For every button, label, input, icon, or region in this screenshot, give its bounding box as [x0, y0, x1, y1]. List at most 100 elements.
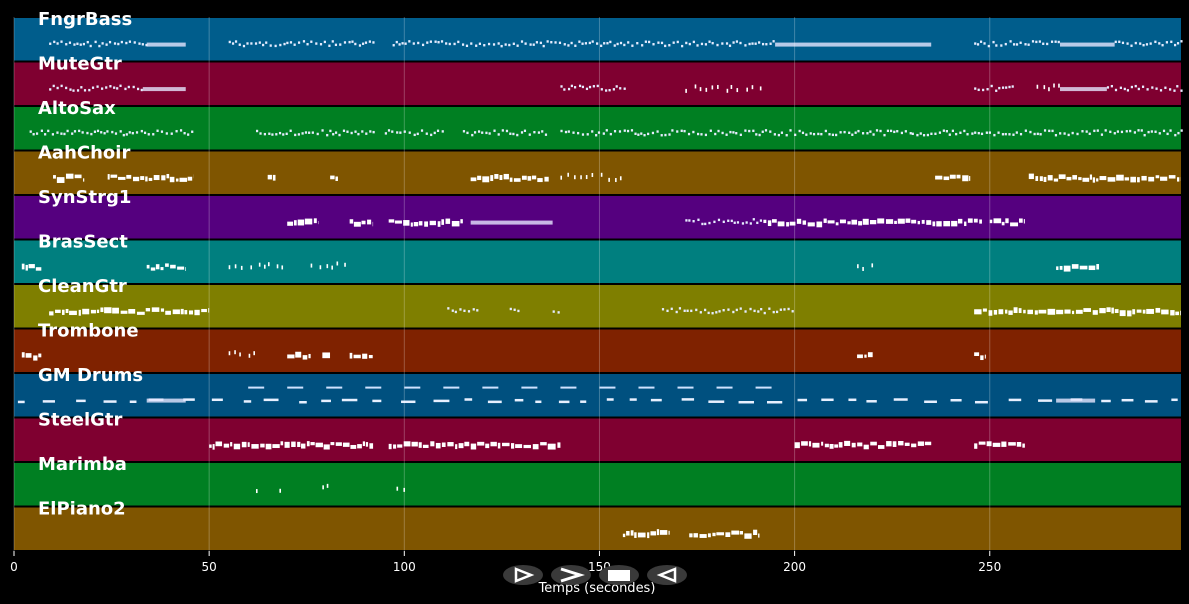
note [392, 44, 395, 47]
note [255, 129, 259, 133]
note [857, 354, 863, 359]
note [637, 532, 646, 538]
note [131, 131, 134, 135]
track-steelgtr [14, 418, 1181, 461]
track-background [14, 463, 1181, 506]
note [596, 84, 599, 88]
note [995, 44, 998, 47]
note [104, 307, 112, 314]
note [748, 42, 751, 46]
note [1177, 131, 1180, 135]
note [809, 132, 812, 135]
note [1057, 40, 1060, 44]
note [523, 129, 527, 133]
play-button[interactable] [503, 565, 543, 585]
track-label-mutegtr: MuteGtr [38, 54, 122, 75]
note [1126, 89, 1130, 92]
stop-icon [608, 570, 630, 581]
note [974, 309, 982, 315]
note [763, 311, 766, 315]
note [967, 218, 973, 223]
note [828, 133, 831, 136]
note [821, 441, 824, 446]
note [53, 175, 56, 179]
note [238, 43, 241, 46]
note [1029, 130, 1032, 134]
note [396, 486, 399, 491]
note [1146, 88, 1149, 91]
note [272, 444, 280, 449]
play-icon [514, 567, 535, 583]
note [951, 220, 958, 227]
note [605, 129, 608, 132]
note [1130, 44, 1133, 47]
note [500, 44, 503, 48]
note [943, 221, 951, 227]
note [656, 130, 659, 133]
note [353, 354, 361, 359]
note [458, 443, 464, 449]
note [749, 222, 752, 225]
note [1140, 129, 1143, 132]
note [1001, 86, 1005, 89]
note [741, 222, 745, 225]
note [1171, 398, 1178, 402]
note [194, 309, 200, 316]
note [829, 443, 834, 449]
note [578, 40, 581, 43]
note [1154, 40, 1157, 44]
track-background [14, 18, 1181, 61]
note [319, 43, 323, 46]
note [1092, 310, 1098, 315]
note [1076, 132, 1079, 136]
rewind-button[interactable] [647, 565, 687, 585]
note [1134, 41, 1137, 45]
note [683, 129, 686, 133]
note [403, 441, 411, 447]
note [532, 43, 535, 46]
note [1056, 266, 1059, 271]
note [535, 400, 542, 404]
note [1083, 308, 1091, 312]
note [760, 308, 763, 311]
note [640, 132, 643, 135]
note [101, 42, 104, 45]
note [143, 131, 147, 135]
note [1008, 85, 1011, 89]
note [692, 220, 695, 223]
note [160, 308, 165, 312]
note [326, 386, 343, 389]
note [55, 309, 61, 313]
note [1110, 84, 1113, 88]
note [297, 133, 300, 136]
stop-button[interactable] [599, 565, 639, 585]
note [323, 444, 330, 450]
note [857, 129, 860, 133]
note [957, 218, 963, 224]
note [248, 353, 251, 358]
note [113, 42, 117, 45]
note [234, 40, 238, 43]
note [132, 85, 135, 89]
note [520, 40, 524, 43]
note [308, 131, 311, 134]
note [1023, 219, 1025, 224]
note [666, 309, 669, 313]
note [321, 129, 324, 132]
note [1158, 132, 1161, 135]
note [909, 132, 912, 135]
note [1039, 176, 1043, 182]
note [934, 132, 937, 135]
note [816, 221, 823, 228]
note [133, 41, 136, 44]
note [1101, 399, 1111, 403]
note [1050, 40, 1054, 43]
forward-button[interactable] [551, 565, 591, 585]
note [718, 310, 721, 313]
note [739, 307, 742, 310]
note [869, 220, 877, 225]
note [275, 133, 278, 136]
note [477, 130, 481, 133]
note [531, 175, 537, 180]
note [78, 129, 81, 133]
